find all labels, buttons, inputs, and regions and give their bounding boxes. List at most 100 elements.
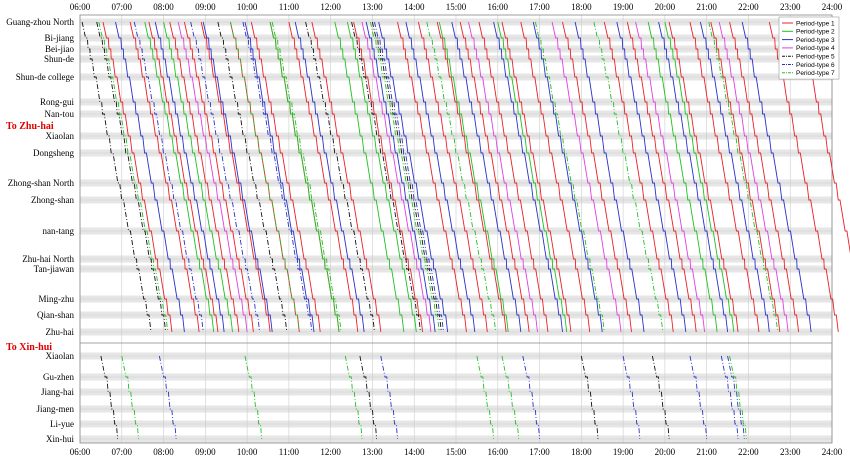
direction-label-zhuhai: To Zhu-hai <box>6 121 54 132</box>
train-path <box>359 355 378 440</box>
legend-entry: Period-type 2 <box>796 29 835 36</box>
x-tick-top: 20:00 <box>655 2 676 12</box>
train-path <box>169 21 240 333</box>
train-path <box>664 21 735 333</box>
station-zhuhai-label: Dongsheng <box>33 148 74 158</box>
x-tick-top: 07:00 <box>112 2 133 12</box>
x-tick-bottom: 21:00 <box>696 447 717 457</box>
train-path <box>718 21 789 333</box>
x-tick-bottom: 07:00 <box>112 447 133 457</box>
train-path <box>202 21 273 333</box>
train-path <box>501 21 572 333</box>
train-path <box>520 21 591 333</box>
train-path <box>250 21 321 333</box>
train-path <box>190 21 261 333</box>
x-tick-top: 14:00 <box>404 2 425 12</box>
train-path <box>144 21 215 333</box>
train-path <box>622 355 641 440</box>
x-tick-bottom: 06:00 <box>70 447 91 457</box>
train-path <box>96 21 167 333</box>
train-path <box>288 21 359 333</box>
legend-entry: Period-type 5 <box>796 54 835 61</box>
x-tick-bottom: 16:00 <box>488 447 509 457</box>
x-tick-bottom: 11:00 <box>279 447 300 457</box>
x-tick-bottom: 20:00 <box>655 447 676 457</box>
x-tick-bottom: 17:00 <box>529 447 550 457</box>
train-path <box>148 21 219 333</box>
train-path <box>522 355 541 440</box>
station-xinhui-label: Jiang-hai <box>41 387 74 397</box>
train-path <box>177 21 248 333</box>
train-path <box>593 21 664 333</box>
train-path <box>551 21 622 333</box>
train-path <box>689 21 760 333</box>
train-path <box>574 21 645 333</box>
train-path <box>183 21 254 333</box>
x-tick-top: 18:00 <box>571 2 592 12</box>
train-path <box>344 355 363 440</box>
train-path <box>476 355 495 440</box>
x-tick-top: 16:00 <box>488 2 509 12</box>
train-path <box>294 21 365 333</box>
x-tick-top: 12:00 <box>320 2 341 12</box>
station-zhuhai-label: Zhu-hai North <box>22 254 74 264</box>
train-path <box>271 21 342 333</box>
train-path <box>244 355 263 440</box>
station-xinhui-label: Xiaolan <box>46 351 75 361</box>
x-tick-top: 23:00 <box>780 2 801 12</box>
train-path <box>217 21 288 333</box>
train-path <box>501 355 520 440</box>
train-path <box>81 21 152 333</box>
station-zhuhai-label: Zhong-shan <box>31 195 74 205</box>
train-path <box>616 21 687 333</box>
train-path <box>710 21 781 333</box>
train-path <box>378 21 449 333</box>
x-tick-top: 15:00 <box>446 2 467 12</box>
train-path <box>346 21 417 333</box>
train-path <box>115 21 185 333</box>
train-path <box>129 21 200 333</box>
x-tick-bottom: 18:00 <box>571 447 592 457</box>
train-path <box>478 21 549 333</box>
train-path <box>361 21 432 333</box>
train-path <box>133 21 204 333</box>
x-tick-bottom: 14:00 <box>404 447 425 457</box>
train-path <box>154 21 225 333</box>
legend-entry: Period-type 7 <box>796 70 835 77</box>
station-zhuhai-label: Bei-jiao <box>45 44 74 54</box>
train-path <box>405 21 476 333</box>
legend-entry: Period-type 6 <box>796 62 835 69</box>
train-path <box>668 21 739 333</box>
train-path <box>651 355 670 440</box>
station-zhuhai-label: Bi-jiang <box>45 33 75 43</box>
x-tick-bottom: 12:00 <box>320 447 341 457</box>
train-path <box>98 21 169 333</box>
x-tick-top: 08:00 <box>153 2 174 12</box>
train-path <box>371 21 442 333</box>
station-zhuhai-label: Nan-tou <box>45 109 75 119</box>
x-tick-bottom: 10:00 <box>237 447 258 457</box>
train-path <box>229 21 300 333</box>
train-path <box>244 21 315 333</box>
train-path <box>708 21 779 333</box>
x-tick-top: 24:00 <box>822 2 843 12</box>
x-tick-top: 19:00 <box>613 2 634 12</box>
train-path <box>658 21 729 333</box>
station-zhuhai-label: Rong-gui <box>40 97 75 107</box>
x-tick-bottom: 19:00 <box>613 447 634 457</box>
train-path <box>369 21 440 333</box>
train-path <box>532 21 603 333</box>
station-zhuhai-label: nan-tang <box>43 226 75 236</box>
train-path <box>720 355 739 440</box>
legend-entry: Period-type 4 <box>796 45 835 52</box>
train-path <box>768 21 839 333</box>
train-path <box>374 21 444 333</box>
train-path <box>365 21 436 333</box>
train-path <box>699 21 770 333</box>
train-path <box>689 355 708 440</box>
train-path <box>626 21 697 333</box>
train-path <box>351 21 421 333</box>
plot-frame <box>79 14 833 444</box>
